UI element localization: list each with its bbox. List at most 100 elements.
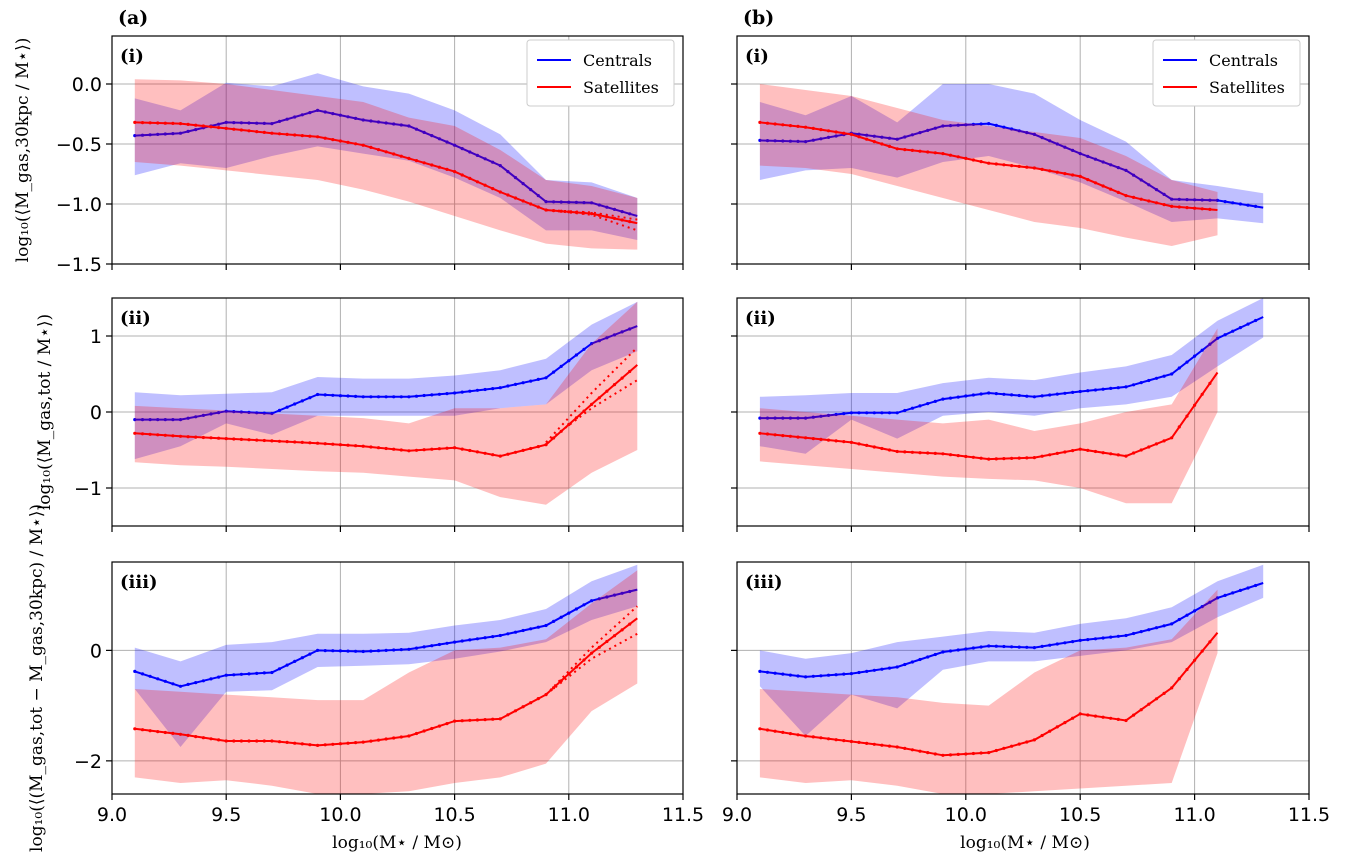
satellites-point — [513, 709, 518, 713]
centrals-point — [201, 413, 205, 417]
satellites-point — [948, 753, 953, 757]
centrals-point — [849, 411, 854, 415]
satellites-point — [994, 162, 998, 166]
centrals-point — [612, 207, 617, 211]
centrals-point — [1109, 635, 1113, 639]
satellites-point — [918, 749, 922, 753]
satellites-point — [331, 442, 335, 446]
centrals-point — [979, 645, 983, 649]
satellites-point — [910, 748, 915, 752]
centrals-point — [1010, 127, 1014, 131]
centrals-point — [933, 126, 937, 130]
centrals-point — [1010, 645, 1014, 649]
centrals-point — [323, 110, 327, 114]
satellites-point — [460, 173, 464, 177]
satellites-point — [392, 152, 396, 156]
satellites-point — [1185, 206, 1189, 210]
satellites-point — [826, 438, 831, 442]
satellites-point — [369, 739, 373, 743]
centrals-point — [506, 384, 510, 388]
centrals-point — [1071, 640, 1075, 644]
centrals-point — [773, 671, 777, 675]
centrals-point — [194, 415, 198, 419]
centrals-point — [948, 649, 953, 653]
centrals-point — [1109, 163, 1113, 167]
centrals-point — [612, 333, 617, 337]
centrals-point — [148, 133, 152, 137]
satellites-point — [956, 454, 960, 458]
satellites-point — [574, 665, 579, 669]
centrals-point — [239, 672, 243, 676]
satellites-point — [1002, 163, 1006, 167]
satellites-point — [1025, 165, 1029, 169]
centrals-point — [842, 672, 846, 676]
x-tick-label: 10.0 — [945, 804, 987, 826]
centrals-point — [1124, 168, 1128, 172]
satellites-point — [819, 437, 823, 441]
satellites-point — [194, 735, 198, 739]
satellites-point — [1032, 738, 1036, 742]
satellites-point — [1101, 715, 1105, 719]
centrals-point — [407, 395, 411, 399]
satellites-point — [1063, 172, 1067, 176]
panel-a-i-plot-area — [133, 73, 638, 250]
centrals-point — [270, 670, 274, 675]
satellites-point — [796, 124, 800, 128]
centrals-point — [910, 133, 915, 137]
centrals-point — [788, 416, 793, 420]
satellites-point — [1154, 201, 1159, 205]
satellites-point — [1078, 712, 1082, 716]
centrals-point — [1162, 374, 1166, 378]
satellites-point — [552, 686, 556, 690]
centrals-point — [849, 672, 854, 676]
satellites-point — [826, 737, 831, 741]
centrals-point — [559, 615, 563, 619]
y-tick-label: 1 — [90, 326, 102, 348]
centrals-point — [880, 411, 884, 415]
centrals-point — [331, 393, 335, 397]
centrals-point — [872, 411, 876, 415]
satellites-point — [1116, 190, 1120, 194]
x-tick-label: 10.5 — [433, 804, 475, 826]
centrals-point — [1017, 393, 1021, 398]
satellites-point — [796, 733, 800, 737]
satellites-point — [140, 432, 145, 436]
satellites-point — [392, 736, 396, 740]
centrals-point — [323, 649, 327, 653]
satellites-band — [759, 84, 1218, 246]
centrals-point — [1200, 348, 1204, 352]
panel-b-i-frame — [736, 35, 1310, 265]
centrals-point — [300, 113, 304, 117]
centrals-point — [1071, 148, 1075, 152]
centrals-point — [1223, 593, 1227, 598]
satellites-point — [628, 369, 632, 374]
satellites-point — [178, 732, 183, 736]
satellites-point — [209, 436, 213, 440]
satellites-point — [1124, 454, 1128, 458]
satellites-point — [1002, 746, 1006, 750]
centrals-point — [1208, 342, 1212, 346]
satellites-point — [941, 753, 945, 757]
satellites-point — [971, 455, 976, 459]
centrals-point — [865, 133, 869, 137]
centrals-point — [1093, 637, 1098, 641]
centrals-point — [1093, 157, 1098, 161]
satellites-dotted-line — [545, 209, 638, 232]
panel-a-i-frame — [111, 35, 684, 265]
satellites-dotted-line — [545, 346, 639, 444]
centrals-point — [834, 134, 838, 138]
centrals-point — [255, 411, 259, 415]
centrals-point — [1208, 600, 1212, 604]
centrals-point — [536, 625, 540, 629]
satellites-point — [1071, 173, 1075, 177]
satellites-point — [1017, 456, 1021, 460]
panel-b-i-plot-area — [758, 84, 1264, 246]
centrals-point — [1170, 197, 1174, 201]
satellites-point — [1139, 448, 1143, 452]
satellites-point — [1109, 187, 1113, 191]
satellites-point — [1177, 205, 1181, 209]
x-tick-label: 9.0 — [722, 804, 752, 826]
centrals-point — [392, 122, 396, 126]
centrals-point — [1017, 645, 1021, 649]
panel-a-ii: 1 0 −1 (ii) — [74, 297, 684, 532]
